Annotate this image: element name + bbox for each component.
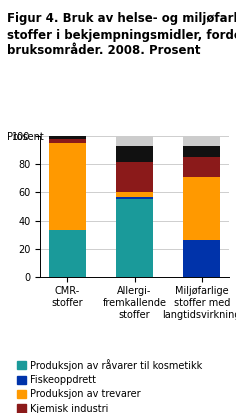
Bar <box>49 143 86 230</box>
Bar <box>116 199 153 277</box>
Bar <box>183 146 220 157</box>
Bar <box>116 197 153 199</box>
Bar <box>116 136 153 146</box>
Bar <box>116 161 153 192</box>
Bar <box>49 136 86 139</box>
Bar <box>116 146 153 161</box>
Bar <box>116 192 153 197</box>
Bar <box>183 240 220 277</box>
Legend: Produksjon av råvarer til kosmetikk, Fiskeoppdrett, Produksjon av trevarer, Kjem: Produksjon av råvarer til kosmetikk, Fis… <box>17 359 229 413</box>
Text: Prosent: Prosent <box>7 132 44 142</box>
Bar <box>49 230 86 277</box>
Bar <box>183 136 220 146</box>
Bar <box>49 139 86 143</box>
Bar <box>183 177 220 240</box>
Bar <box>183 157 220 177</box>
Text: Figur 4. Bruk av helse- og miljøfarlige
stoffer i bekjempningsmidler, fordelt på: Figur 4. Bruk av helse- og miljøfarlige … <box>7 12 236 57</box>
